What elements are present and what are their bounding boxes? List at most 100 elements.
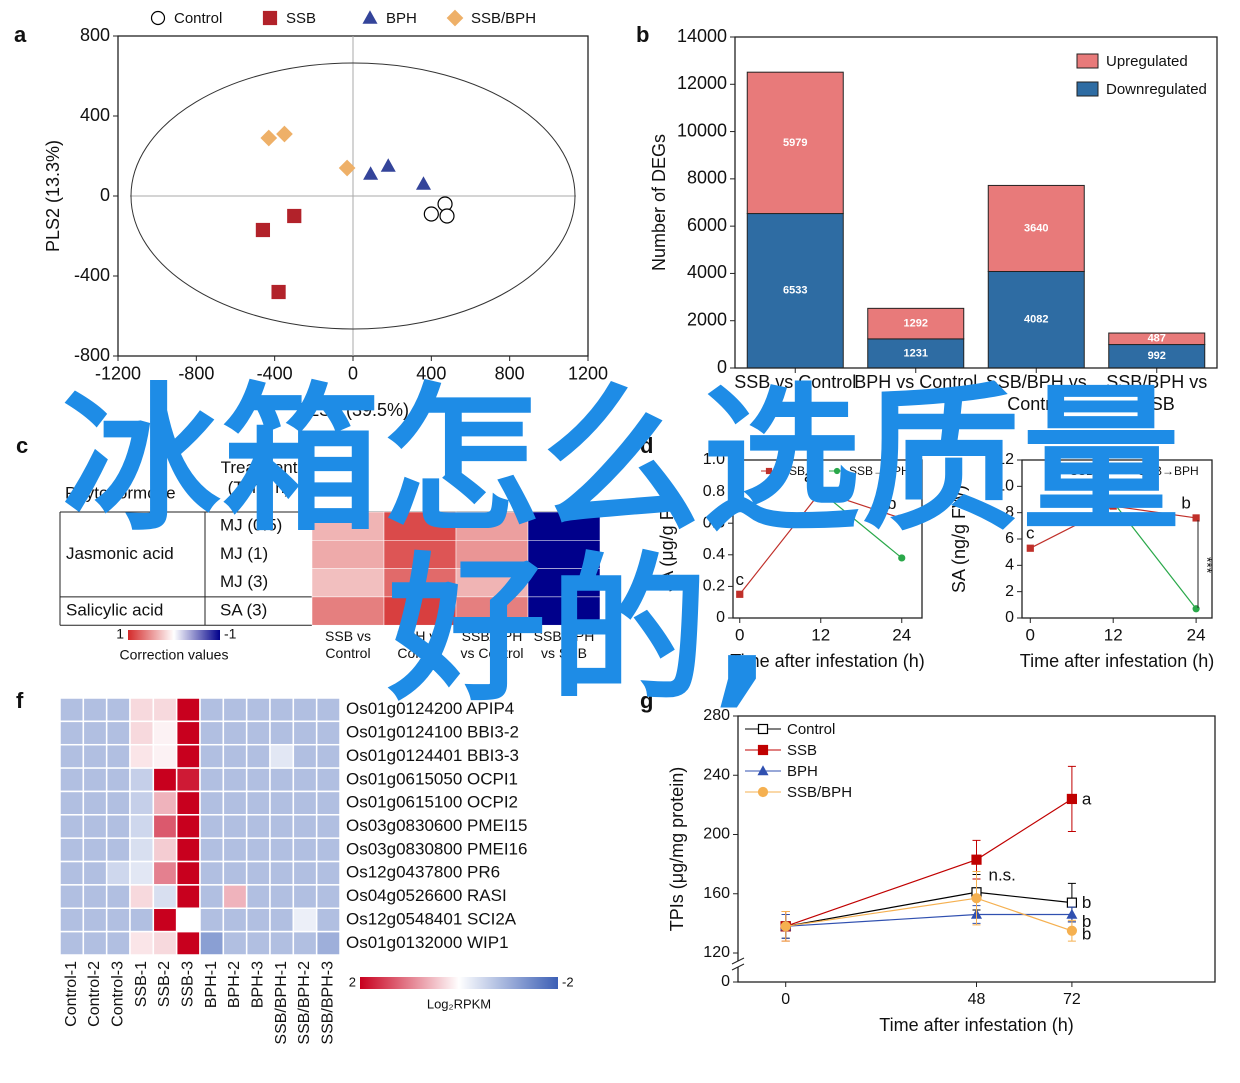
- heatmap-cell: [82, 743, 108, 769]
- bar-segment: [746, 71, 844, 215]
- table-header: Treatment (Time h): [220, 458, 298, 498]
- heatmap-cell: [105, 790, 131, 816]
- heatmap-cell: [311, 596, 385, 626]
- point: [363, 166, 379, 180]
- column-label: BPH-3: [250, 961, 267, 1008]
- heatmap-cell: [105, 814, 131, 839]
- point: [736, 590, 744, 598]
- heatmap-cell: [222, 720, 248, 746]
- heatmap-cell: [199, 720, 225, 746]
- bar-segment: [1108, 332, 1206, 346]
- column-label: SSB/BPH vs SSB: [533, 628, 595, 661]
- heatmap-cell: [245, 930, 271, 956]
- y-tick-label: 120: [703, 944, 730, 961]
- x-tick-label: 24: [892, 626, 911, 645]
- heatmap-cell: [315, 790, 341, 816]
- legend-marker: [757, 786, 769, 798]
- heatmap-cell: [455, 596, 529, 626]
- point-label: b: [1082, 893, 1091, 912]
- x-tick-label: -800: [178, 364, 214, 384]
- y-tick-label: 0.4: [703, 546, 725, 563]
- y-tick-label: 0.8: [703, 483, 725, 500]
- heatmap-cell: [175, 697, 201, 723]
- y-tick-label: 400: [80, 105, 110, 125]
- series-line: [1112, 501, 1197, 610]
- colorbar-tick-label: -2: [562, 974, 574, 989]
- y-tick-label: 6000: [687, 215, 727, 235]
- point: [898, 554, 906, 562]
- heatmap-cell: [315, 814, 341, 839]
- point: [1066, 908, 1078, 919]
- panel-letter: c: [16, 433, 28, 458]
- legend-label: SSB/BPH: [787, 784, 852, 801]
- heatmap-cell: [82, 697, 108, 723]
- point-label: c: [736, 570, 745, 589]
- y-tick-label: 6: [1005, 530, 1014, 547]
- bar-value-label: 5979: [783, 137, 807, 149]
- bar-value-label: 6533: [783, 285, 807, 297]
- heatmap-cell: [175, 930, 201, 956]
- heatmap-cell: [152, 837, 178, 863]
- bar-segment: [867, 307, 965, 340]
- y-tick-label: 10: [996, 478, 1014, 495]
- heatmap-cell: [175, 884, 201, 910]
- heatmap-cell: [315, 743, 341, 769]
- legend-swatch: [1076, 53, 1099, 69]
- y-tick-label: 14000: [677, 26, 727, 46]
- legend-marker: [150, 10, 166, 26]
- heatmap-cell: [175, 837, 201, 863]
- heatmap-cell: [527, 540, 601, 569]
- point: [1066, 793, 1078, 805]
- y-axis-label: PLS2 (13.3%): [43, 140, 63, 252]
- heatmap-cell: [82, 930, 108, 956]
- heatmap-cell: [292, 720, 318, 746]
- heatmap-cell: [245, 837, 271, 863]
- heatmap-cell: [175, 860, 201, 886]
- heatmap-cell: [292, 930, 318, 956]
- x-tick-label: SSB/BPH vs SSB: [1106, 372, 1208, 414]
- row-label: Os12g0437800 PR6: [346, 863, 500, 882]
- heatmap-cell: [245, 720, 271, 746]
- heatmap-cell: [269, 720, 295, 746]
- heatmap-cell: [455, 540, 529, 569]
- heatmap-cell: [269, 907, 295, 933]
- heatmap-cell: [59, 790, 85, 816]
- axis-break-gap: [732, 961, 744, 967]
- legend-label: BPH: [787, 763, 818, 780]
- heatmap-cell: [82, 720, 108, 746]
- heatmap-cell: [105, 720, 131, 746]
- column-label: BPH vs Control: [396, 628, 444, 661]
- heatmap-cell: [245, 907, 271, 933]
- x-tick-label: -400: [257, 364, 293, 384]
- plot-frame: [734, 36, 1218, 369]
- heatmap-cell: [152, 884, 178, 910]
- y-axis-label: Number of DEGs: [649, 134, 669, 271]
- bar-value-label: 3640: [1024, 222, 1048, 234]
- column-label: BPH-1: [203, 961, 220, 1008]
- heatmap-cell: [269, 860, 295, 886]
- y-tick-label: 2: [1005, 583, 1014, 600]
- axis-break: [731, 963, 745, 971]
- point: [1192, 514, 1200, 522]
- legend-marker: [362, 10, 378, 24]
- heatmap-cell: [175, 814, 201, 839]
- heatmap-cell: [199, 884, 225, 910]
- x-tick-label: 0: [735, 626, 744, 645]
- heatmap-cell: [152, 743, 178, 769]
- heatmap-cell: [315, 930, 341, 956]
- heatmap-cell: [222, 930, 248, 956]
- bar-segment: [987, 184, 1085, 272]
- heatmap-cell: [292, 884, 318, 910]
- heatmap-cell: [292, 860, 318, 886]
- heatmap-cell: [175, 743, 201, 769]
- y-axis-label: TPIs (μg/mg protein): [667, 767, 687, 931]
- row-label: MJ (0.5): [220, 516, 282, 535]
- heatmap-cell: [311, 568, 385, 598]
- column-label: Control-2: [86, 961, 103, 1027]
- heatmap-cell: [105, 767, 131, 793]
- x-tick-label: 0: [781, 991, 790, 1008]
- heatmap-cell: [455, 568, 529, 598]
- heatmap-cell: [245, 767, 271, 793]
- heatmap-cell: [269, 697, 295, 723]
- heatmap-cell: [269, 930, 295, 956]
